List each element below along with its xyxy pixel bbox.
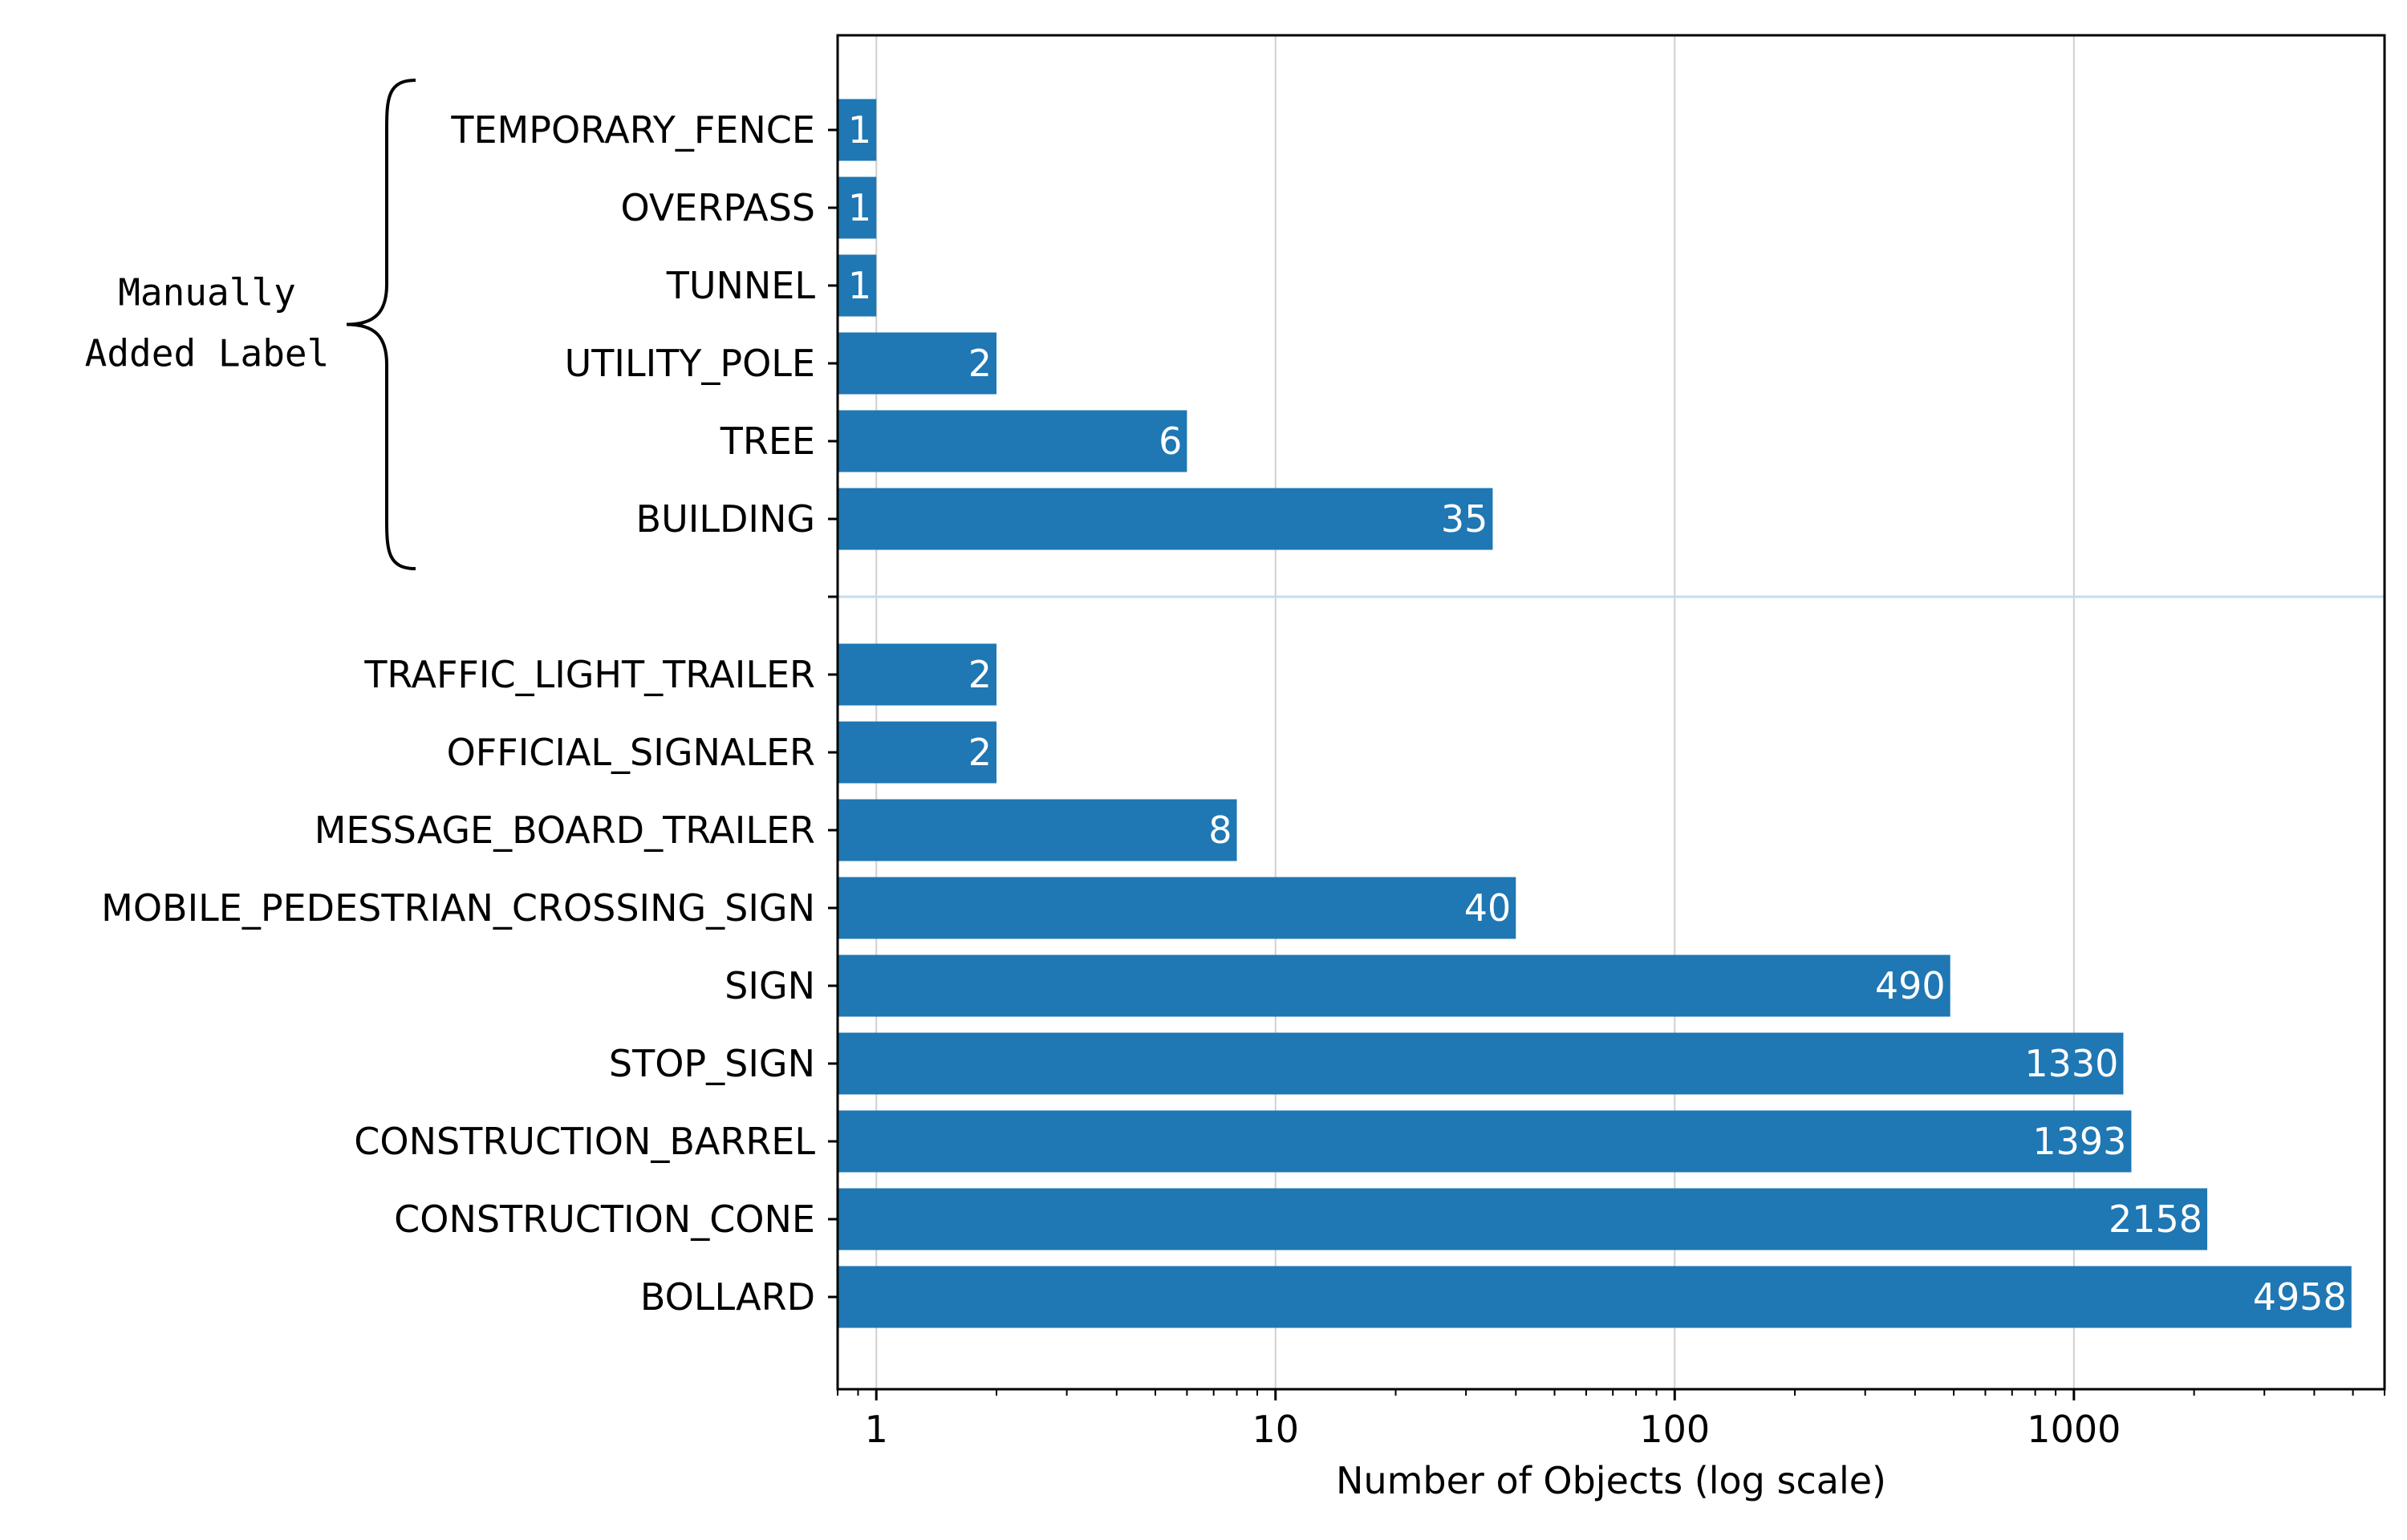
plot-area	[838, 35, 2385, 1389]
y-tick-label: CONSTRUCTION_BARREL	[354, 1120, 815, 1163]
bar-value-label: 1	[848, 186, 871, 229]
x-tick-label: 100	[1639, 1408, 1710, 1451]
y-tick-label: TUNNEL	[666, 264, 816, 307]
bar-value-label: 2	[968, 342, 992, 385]
bar	[838, 954, 1950, 1017]
annotation: Manually Added Label	[85, 79, 416, 570]
bar	[838, 1032, 2124, 1095]
y-tick-label: STOP_SIGN	[609, 1042, 815, 1085]
bar-value-label: 2	[968, 731, 992, 774]
curly-brace	[346, 79, 416, 570]
y-tick-label: OFFICIAL_SIGNALER	[447, 731, 815, 774]
bar-value-label: 1393	[2032, 1120, 2126, 1163]
bar-value-label: 1	[848, 108, 871, 152]
bar	[838, 877, 1516, 939]
bar-value-label: 6	[1159, 419, 1182, 463]
bar	[838, 1266, 2352, 1328]
bar	[838, 721, 996, 784]
y-tick-label: MESSAGE_BOARD_TRAILER	[315, 808, 815, 852]
bar	[838, 488, 1493, 550]
y-tick-label: MOBILE_PEDESTRIAN_CROSSING_SIGN	[101, 886, 815, 930]
bar	[838, 643, 996, 706]
x-tick-label: 10	[1252, 1408, 1299, 1451]
x-axis-title: Number of Objects (log scale)	[1336, 1459, 1886, 1502]
annotation-text: Manually	[118, 271, 296, 314]
bar-value-label: 35	[1441, 497, 1488, 541]
bar-value-label: 2	[968, 653, 992, 696]
y-tick-label: BOLLARD	[640, 1275, 815, 1319]
bar	[838, 1188, 2208, 1250]
y-tick-label: CONSTRUCTION_CONE	[394, 1198, 815, 1241]
y-axis-ticks: TEMPORARY_FENCE OVERPASS TUNNEL UTILITY_POL…	[101, 108, 838, 1319]
bar-value-label: 40	[1464, 886, 1512, 930]
y-tick-label: TREE	[720, 419, 815, 463]
y-tick-label: BUILDING	[636, 497, 815, 541]
bar	[838, 410, 1187, 472]
bar	[838, 254, 877, 317]
bars: 1 1 1 2 6 35 2 2 8 40 490 1330 1393 2158 4958	[838, 99, 2352, 1328]
bar	[838, 99, 877, 161]
plot-frame	[836, 34, 2386, 1391]
bar-value-label: 1	[848, 264, 871, 307]
annotation-text: Added Label	[85, 332, 330, 375]
bar-value-label: 8	[1208, 808, 1232, 852]
bar	[838, 332, 996, 395]
x-tick-label: 1000	[2027, 1408, 2121, 1451]
bar	[838, 799, 1237, 861]
bar-value-label: 490	[1875, 964, 1946, 1007]
y-tick-label: OVERPASS	[620, 186, 815, 229]
x-axis-ticks: 1 10 100 1000	[837, 1389, 2385, 1451]
y-tick-label: TEMPORARY_FENCE	[450, 108, 815, 152]
bar-value-label: 4958	[2253, 1275, 2347, 1319]
bar-value-label: 2158	[2109, 1198, 2202, 1241]
x-tick-label: 1	[865, 1408, 888, 1451]
bar-value-label: 1330	[2024, 1042, 2118, 1085]
y-tick-label: TRAFFIC_LIGHT_TRAILER	[363, 653, 815, 696]
y-tick-label: SIGN	[725, 964, 815, 1007]
bar	[838, 1110, 2132, 1173]
bar	[838, 176, 877, 239]
y-tick-label: UTILITY_POLE	[565, 342, 815, 385]
